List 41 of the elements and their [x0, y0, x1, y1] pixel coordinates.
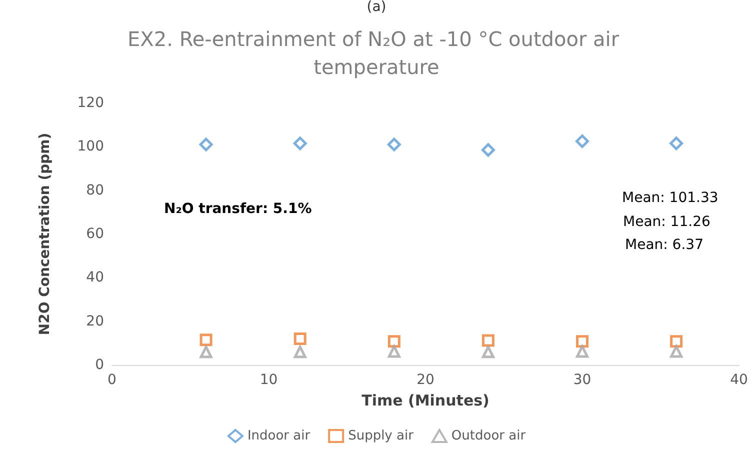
point [199, 138, 213, 152]
text: (a) [366, 0, 386, 15]
y-tick-label: 0 [95, 357, 104, 373]
point [294, 346, 306, 358]
y-tick-label: 80 [86, 182, 104, 198]
legend-label: Outdoor air [451, 428, 526, 444]
point [200, 346, 212, 358]
x-axis-title: Time (Minutes) [362, 392, 490, 410]
point [482, 334, 494, 347]
point [294, 332, 306, 346]
y-tick-label: 40 [86, 270, 104, 286]
y-tick-label: 120 [77, 95, 104, 111]
annotation: N₂O transfer: 5.1% [164, 201, 312, 217]
point [481, 143, 495, 157]
annotation: Mean: 101.33 [622, 190, 718, 206]
legend-label: Indoor air [247, 428, 311, 444]
chart-title: EX2. Re-entrainment of N₂O at -10 °C outdoor air temperature [128, 27, 626, 79]
point [200, 334, 212, 346]
point [293, 136, 307, 150]
point [388, 345, 400, 358]
point [670, 345, 683, 358]
y-axis-title: N2O Concentration (ppm) [37, 132, 53, 336]
annotation: Mean: 11.26 [623, 214, 710, 230]
point [670, 335, 683, 348]
point [576, 335, 588, 348]
point [387, 138, 401, 152]
y-tick-label: 100 [77, 138, 104, 155]
point [388, 335, 400, 348]
legend-label: Supply air [348, 428, 414, 444]
point [482, 346, 494, 358]
x-tick-label: 30 [573, 372, 592, 388]
point [576, 134, 589, 148]
annotation: Mean: 6.37 [625, 237, 704, 253]
x-tick-label: 40 [730, 372, 748, 388]
x-tick-label: 0 [108, 372, 116, 388]
x-tick-label: 10 [260, 372, 278, 388]
point [576, 345, 588, 358]
x-tick-label: 20 [416, 372, 434, 388]
point [670, 136, 684, 150]
y-tick-label: 60 [86, 226, 104, 242]
y-tick-label: 20 [86, 313, 104, 330]
